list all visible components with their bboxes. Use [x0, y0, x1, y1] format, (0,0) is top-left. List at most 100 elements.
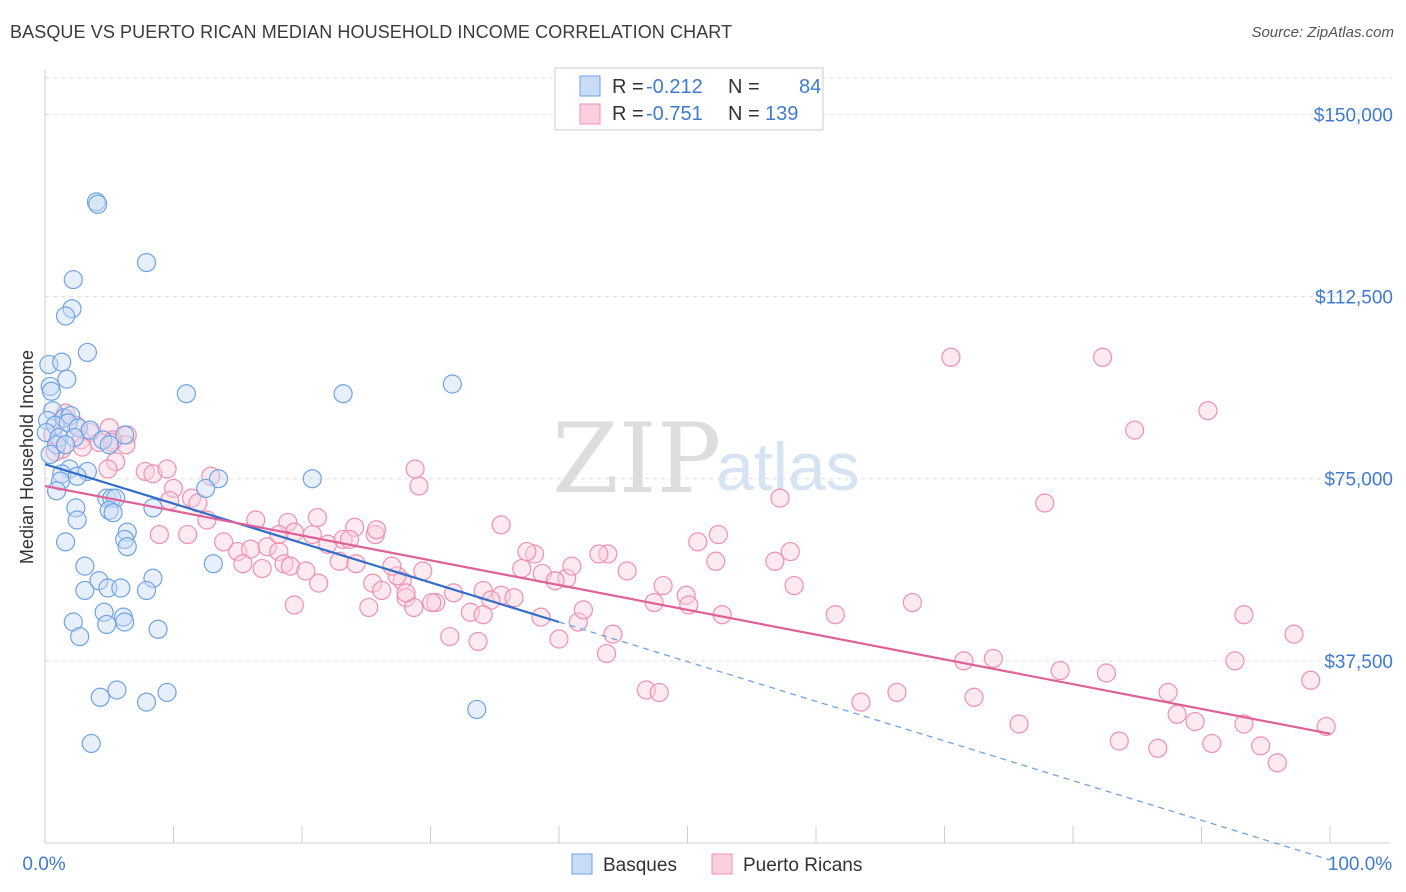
- point-basques: [115, 529, 135, 550]
- point-basques: [136, 692, 157, 712]
- point-puerto-ricans: [617, 561, 637, 581]
- point-basques: [148, 619, 168, 639]
- watermark-zip: ZIP: [552, 403, 721, 515]
- point-puerto-ricans: [269, 541, 289, 562]
- point-puerto-ricans: [573, 600, 594, 620]
- point-puerto-ricans: [1158, 682, 1178, 703]
- point-basques: [52, 352, 72, 372]
- point-basques: [115, 425, 135, 445]
- legend-swatch-puerto-ricans: [579, 103, 601, 125]
- point-puerto-ricans: [1109, 731, 1129, 751]
- point-basques: [136, 580, 157, 601]
- legend-n-label-basques: N =: [728, 76, 760, 98]
- point-basques: [90, 687, 110, 707]
- point-puerto-ricans: [143, 464, 163, 484]
- point-basques: [75, 580, 95, 601]
- point-puerto-ricans: [473, 605, 493, 625]
- bottom-legend-label-basques: Basques: [603, 855, 677, 876]
- y-tick-label: $75,000: [1324, 470, 1393, 491]
- point-basques: [63, 269, 83, 290]
- point-basques: [70, 626, 90, 647]
- point-puerto-ricans: [163, 478, 184, 499]
- point-puerto-ricans: [1316, 716, 1336, 737]
- point-puerto-ricans: [770, 488, 790, 508]
- point-puerto-ricans: [649, 682, 669, 703]
- point-puerto-ricans: [765, 551, 785, 571]
- point-basques: [61, 405, 81, 426]
- legend-n-value-basques: 84: [799, 76, 821, 98]
- point-puerto-ricans: [345, 517, 365, 537]
- point-puerto-ricans: [589, 544, 609, 564]
- point-puerto-ricans: [1167, 704, 1187, 724]
- point-puerto-ricans: [396, 588, 416, 608]
- point-basques: [97, 614, 117, 635]
- point-puerto-ricans: [512, 558, 532, 579]
- point-puerto-ricans: [99, 418, 119, 438]
- point-puerto-ricans: [178, 524, 198, 545]
- watermark-atlas: atlas: [716, 429, 860, 505]
- point-basques: [94, 602, 114, 622]
- legend-n-label-puerto-ricans: N =: [728, 103, 760, 125]
- point-basques: [55, 532, 76, 552]
- trend-line-basques: [44, 463, 560, 624]
- point-puerto-ricans: [941, 347, 961, 367]
- point-basques: [81, 733, 101, 754]
- point-puerto-ricans: [545, 571, 565, 591]
- legend-r-value-basques: -0.212: [646, 76, 703, 98]
- y-tick-label: $37,500: [1324, 652, 1393, 673]
- point-puerto-ricans: [603, 624, 623, 644]
- point-puerto-ricans: [422, 592, 442, 613]
- point-basques: [115, 612, 135, 632]
- bottom-legend-swatch-basques: [571, 853, 593, 875]
- point-basques: [40, 444, 60, 465]
- stats-legend: R = -0.212 N = 84 R = -0.751 N = 139: [554, 67, 824, 131]
- point-puerto-ricans: [983, 648, 1003, 669]
- point-basques: [62, 299, 82, 319]
- point-puerto-ricans: [1009, 714, 1029, 734]
- bottom-legend-swatch-puerto-ricans: [711, 853, 733, 875]
- point-basques: [50, 471, 71, 491]
- point-puerto-ricans: [706, 551, 726, 571]
- point-puerto-ricans: [517, 541, 537, 562]
- trend-line-puerto-ricans: [44, 484, 1331, 735]
- point-puerto-ricans: [382, 556, 402, 576]
- point-puerto-ricans: [491, 515, 511, 535]
- point-puerto-ricans: [284, 595, 304, 615]
- point-puerto-ricans: [780, 541, 800, 562]
- legend-swatch-basques: [579, 75, 601, 97]
- point-puerto-ricans: [887, 682, 907, 703]
- point-basques: [57, 369, 77, 389]
- point-puerto-ricans: [1202, 733, 1222, 754]
- point-puerto-ricans: [98, 459, 118, 479]
- point-puerto-ricans: [233, 554, 253, 574]
- point-puerto-ricans: [309, 573, 329, 593]
- point-puerto-ricans: [252, 558, 272, 579]
- point-basques: [55, 306, 76, 326]
- point-basques: [55, 435, 76, 455]
- point-puerto-ricans: [135, 461, 155, 482]
- point-basques: [203, 554, 223, 574]
- point-puerto-ricans: [825, 605, 845, 625]
- point-puerto-ricans: [1050, 660, 1070, 681]
- point-puerto-ricans: [504, 588, 524, 608]
- legend-r-label-puerto-ricans: R =: [612, 103, 644, 125]
- gridlines: [45, 77, 1392, 662]
- series-puerto-ricans: [43, 347, 1336, 773]
- point-puerto-ricans: [708, 524, 728, 545]
- point-puerto-ricans: [405, 459, 425, 479]
- point-puerto-ricans: [214, 532, 234, 552]
- point-puerto-ricans: [149, 524, 169, 545]
- point-basques: [176, 384, 196, 404]
- point-puerto-ricans: [524, 544, 545, 564]
- point-basques: [136, 252, 157, 273]
- point-puerto-ricans: [1096, 663, 1117, 683]
- point-puerto-ricans: [1234, 605, 1254, 625]
- point-basques: [196, 478, 216, 499]
- series-legend: Basques Puerto Ricans: [571, 853, 862, 876]
- y-tick-label: $112,500: [1315, 288, 1393, 309]
- point-basques: [41, 381, 62, 401]
- point-puerto-ricans: [562, 556, 582, 576]
- point-puerto-ricans: [257, 537, 277, 557]
- x-axis-ticks: [173, 826, 1331, 843]
